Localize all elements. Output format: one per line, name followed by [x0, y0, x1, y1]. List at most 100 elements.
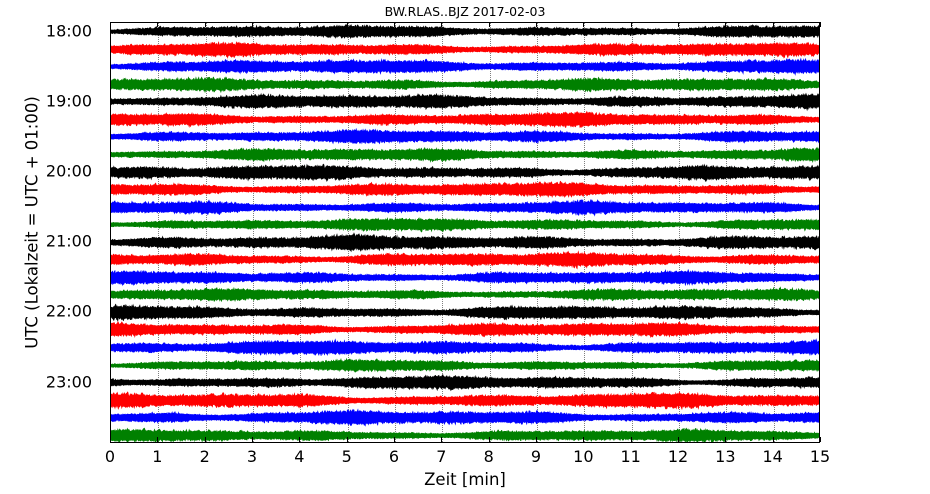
seismic-trace	[111, 418, 819, 442]
y-tick-mark	[110, 241, 115, 243]
x-tick-mark	[772, 437, 774, 442]
seismic-trace	[111, 365, 819, 400]
x-tick-mark	[488, 22, 490, 27]
x-tick-mark	[252, 22, 253, 27]
y-tick-label: 19:00	[45, 91, 92, 111]
x-tick-label: 12	[667, 447, 689, 466]
x-tick-label: 10	[573, 447, 594, 466]
seismic-trace	[111, 330, 819, 365]
x-tick-label: 1	[152, 447, 163, 466]
gridline-x-12	[679, 23, 680, 442]
x-tick-label: 13	[715, 447, 736, 466]
x-tick-mark	[204, 22, 206, 27]
x-tick-mark	[394, 22, 395, 27]
y-tick-mark	[814, 241, 819, 243]
x-tick-mark	[488, 437, 490, 442]
x-tick-label: 6	[388, 447, 400, 466]
x-tick-mark	[441, 437, 443, 442]
x-tick-label: 15	[809, 447, 831, 466]
x-tick-mark	[630, 437, 632, 442]
y-tick-mark	[110, 30, 115, 32]
y-axis-label: UTC (Lokalzeit = UTC + 01:00)	[22, 96, 42, 349]
x-tick-mark	[299, 22, 301, 27]
seismic-trace	[111, 102, 819, 137]
x-tick-mark	[772, 22, 774, 27]
y-tick-mark	[814, 381, 819, 383]
seismic-trace	[111, 137, 819, 172]
x-tick-mark	[394, 437, 395, 442]
gridline-x-9	[537, 23, 538, 442]
x-tick-label: 11	[620, 447, 641, 466]
x-tick-mark	[157, 22, 159, 27]
seismic-trace	[111, 383, 819, 418]
x-tick-mark	[110, 22, 111, 27]
gridline-x-5	[347, 23, 349, 442]
x-tick-mark	[441, 22, 443, 27]
seismic-trace	[111, 400, 819, 435]
x-tick-mark	[630, 22, 632, 27]
gridline-x-13	[726, 23, 728, 442]
y-tick-mark	[814, 30, 819, 32]
y-tick-mark	[814, 171, 819, 173]
x-tick-mark	[820, 437, 821, 442]
y-tick-mark	[814, 311, 819, 313]
x-tick-label: 14	[762, 447, 783, 466]
x-tick-label: 0	[104, 447, 116, 466]
y-tick-label: 20:00	[45, 161, 92, 181]
x-tick-mark	[346, 22, 348, 27]
y-tick-mark	[814, 100, 819, 102]
seismic-trace	[111, 84, 819, 119]
seismic-trace	[111, 348, 819, 383]
x-tick-mark	[725, 437, 727, 442]
x-tick-label: 5	[341, 447, 352, 466]
x-tick-mark	[346, 437, 348, 442]
x-tick-mark	[583, 437, 585, 442]
seismic-trace	[111, 155, 819, 190]
gridline-x-10	[584, 23, 586, 442]
seismic-trace	[111, 312, 819, 347]
x-tick-mark	[678, 22, 679, 27]
plot-area	[110, 22, 820, 443]
gridline-x-4	[300, 23, 302, 442]
x-tick-mark	[536, 22, 537, 27]
y-tick-label: 22:00	[45, 301, 92, 321]
x-tick-label: 9	[530, 447, 542, 466]
x-tick-mark	[252, 437, 253, 442]
gridline-x-1	[158, 23, 160, 442]
x-tick-label: 3	[246, 447, 258, 466]
y-tick-mark	[110, 100, 115, 102]
seismic-trace	[111, 295, 819, 330]
x-tick-label: 8	[483, 447, 494, 466]
gridline-x-14	[773, 23, 775, 442]
x-tick-label: 4	[294, 447, 305, 466]
x-tick-mark	[299, 437, 301, 442]
y-tick-mark	[110, 381, 115, 383]
gridline-x-8	[489, 23, 491, 442]
seismic-trace	[111, 190, 819, 225]
x-tick-mark	[157, 437, 159, 442]
gridline-x-7	[442, 23, 444, 442]
seismic-trace	[111, 119, 819, 154]
gridline-x-11	[631, 23, 633, 442]
y-tick-label: 23:00	[45, 372, 92, 392]
y-tick-label: 21:00	[45, 231, 92, 251]
seismic-trace	[111, 67, 819, 102]
x-tick-mark	[204, 437, 206, 442]
x-tick-label: 7	[436, 447, 447, 466]
seismic-trace	[111, 260, 819, 295]
x-tick-mark	[536, 437, 537, 442]
x-axis-label: Zeit [min]	[424, 470, 506, 489]
x-tick-mark	[678, 437, 679, 442]
seismic-trace	[111, 32, 819, 67]
seismic-trace	[111, 242, 819, 277]
y-tick-mark	[110, 171, 115, 173]
x-tick-mark	[583, 22, 585, 27]
y-tick-mark	[110, 311, 115, 313]
gridline-x-2	[205, 23, 207, 442]
gridline-x-6	[395, 23, 396, 442]
seismic-trace	[111, 277, 819, 312]
seismic-trace	[111, 225, 819, 260]
seismic-trace	[111, 49, 819, 84]
x-tick-mark	[110, 437, 111, 442]
